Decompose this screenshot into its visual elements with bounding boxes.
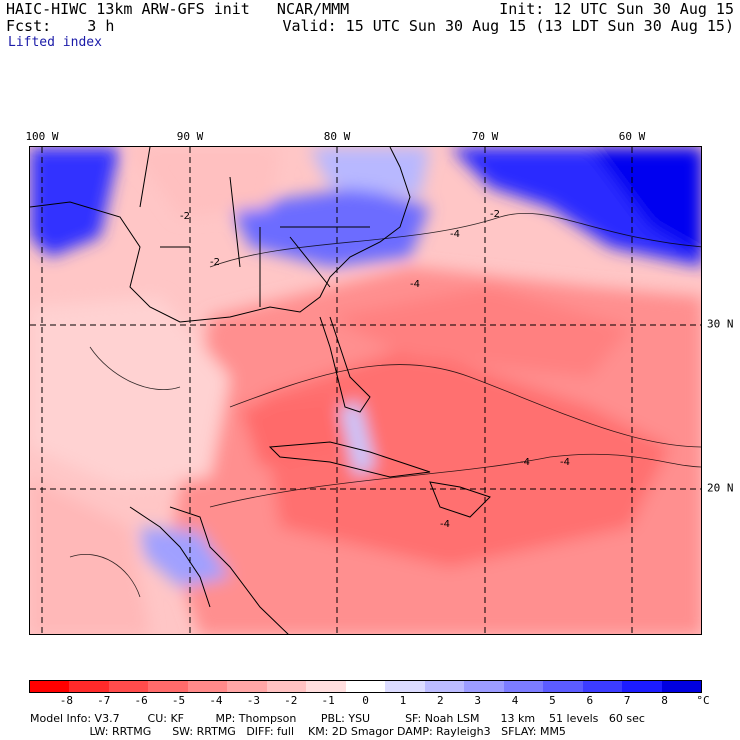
- colorbar: [29, 680, 702, 693]
- contour-label: -4: [440, 519, 450, 530]
- colorbar-swatch: [266, 681, 307, 692]
- colorbar-swatch: [187, 681, 228, 692]
- colorbar-swatch: [306, 681, 346, 692]
- model-title: HAIC-HIWC 13km ARW-GFS init NCAR/MMM: [6, 0, 350, 18]
- colorbar-tick-label: 0: [362, 694, 369, 707]
- colorbar-tick-label: -6: [134, 694, 148, 707]
- contour-label: -4: [450, 229, 460, 240]
- colorbar-tick-label: -7: [97, 694, 111, 707]
- colorbar-swatch: [227, 681, 267, 692]
- contour-label: -4: [410, 279, 420, 290]
- colorbar-tick-label: -5: [171, 694, 186, 707]
- lifted-index-map: -2 -4 -2 -4 -4 -4 -4 -2: [29, 146, 702, 635]
- init-time: Init: 12 UTC Sun 30 Aug 15: [499, 0, 734, 18]
- colorbar-tick-label: 5: [549, 694, 556, 707]
- colorbar-swatch: [622, 681, 662, 692]
- colorbar-swatch: [30, 681, 70, 692]
- lat-lon-grid: [30, 147, 701, 634]
- colorbar-unit: °C: [696, 694, 710, 707]
- model-info-line2: LW: RRTMG SW: RRTMG DIFF: full KM: 2D Sm…: [30, 725, 566, 738]
- colorbar-swatch: [108, 681, 149, 692]
- shaded-field: [30, 147, 701, 634]
- colorbar-tick-label: -3: [246, 694, 260, 707]
- colorbar-tick-label: 7: [623, 694, 631, 707]
- colorbar-tick-label: -4: [209, 694, 223, 707]
- colorbar-swatch: [148, 681, 188, 692]
- colorbar-swatch: [503, 681, 544, 692]
- contours: [69, 213, 701, 598]
- colorbar-tick-label: 6: [586, 694, 594, 707]
- colorbar-tick-label: 3: [474, 694, 481, 707]
- colorbar-tick-label: 8: [661, 694, 668, 707]
- contour-label: -2: [210, 257, 220, 268]
- colorbar-swatch: [345, 681, 386, 692]
- lon-label-100w: 100 W: [25, 130, 59, 143]
- model-info-line1: Model Info: V3.7 CU: KF MP: Thompson PBL…: [30, 712, 645, 725]
- colorbar-swatch: [582, 681, 623, 692]
- colorbar-tick-label: 4: [511, 694, 519, 707]
- colorbar-swatch: [424, 681, 465, 692]
- colorbar-tick-label: 1: [399, 694, 407, 707]
- colorbar-swatch: [385, 681, 425, 692]
- colorbar-tick-label: 2: [436, 694, 444, 707]
- colorbar-tick-label: -8: [59, 694, 73, 707]
- colorbar-swatch: [543, 681, 583, 692]
- lon-label-80w: 80 W: [323, 130, 351, 143]
- colorbar-swatch: [464, 681, 504, 692]
- contour-label: -2: [180, 211, 190, 222]
- contour-label: -4: [520, 457, 530, 468]
- contour-label: -2: [490, 209, 500, 220]
- valid-time: Valid: 15 UTC Sun 30 Aug 15 (13 LDT Sun …: [282, 17, 734, 35]
- lat-label-30n: 30 N: [707, 317, 734, 331]
- colorbar-tick-label: -1: [321, 694, 335, 707]
- colorbar-tick-label: -2: [284, 694, 298, 707]
- lon-label-70w: 70 W: [471, 130, 499, 143]
- lon-label-60w: 60 W: [618, 130, 646, 143]
- lat-label-20n: 20 N: [707, 481, 734, 495]
- colorbar-swatch: [69, 681, 109, 692]
- contour-label: -4: [560, 457, 570, 468]
- field-name: Lifted index: [8, 35, 102, 50]
- contour-labels: -2 -4 -2 -4 -4 -4 -4 -2: [180, 209, 570, 530]
- colorbar-swatch: [661, 681, 701, 692]
- lon-label-90w: 90 W: [176, 130, 204, 143]
- forecast-hour: Fcst: 3 h: [6, 17, 115, 35]
- coastlines: [30, 147, 491, 634]
